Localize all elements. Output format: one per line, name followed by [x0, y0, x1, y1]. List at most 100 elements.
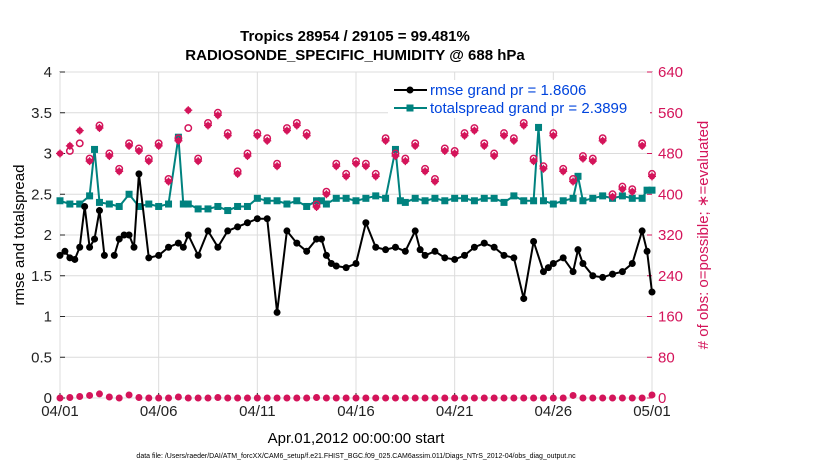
spread-point [145, 200, 153, 208]
zero-row-marker [125, 391, 133, 399]
spread-point [411, 194, 419, 202]
spread-point [322, 200, 330, 208]
rmse-point [145, 254, 153, 262]
spread-point [115, 202, 123, 210]
y-tick-label-right: 160 [658, 309, 683, 326]
zero-row-marker [115, 394, 123, 402]
rmse-point [100, 251, 108, 259]
rmse-point [574, 246, 582, 254]
zero-row-marker [165, 394, 173, 402]
rmse-point [155, 251, 163, 259]
spread-point [549, 200, 557, 208]
spread-point [372, 192, 380, 200]
zero-row-marker [293, 394, 301, 402]
rmse-point [110, 251, 118, 259]
zero-row-marker [638, 394, 646, 402]
rmse-point [628, 260, 636, 268]
rmse-point [317, 235, 325, 243]
zero-row-marker [441, 394, 449, 402]
spread-point [391, 145, 399, 153]
zero-row-marker [322, 394, 330, 402]
spread-point [362, 194, 370, 202]
rmse-point [362, 219, 370, 227]
spread-point [500, 198, 508, 206]
spread-point [204, 205, 212, 213]
spread-point [66, 200, 74, 208]
rmse-point [283, 227, 291, 235]
y-axis-label-right: # of obs: o=possible; ∗=evaluated [695, 121, 712, 350]
x-tick-label: 04/16 [337, 403, 375, 420]
rmse-point [579, 260, 587, 268]
spread-point [643, 186, 651, 194]
spread-point [135, 202, 143, 210]
zero-row-marker [273, 394, 281, 402]
spread-point [421, 197, 429, 205]
rmse-point [372, 243, 380, 251]
y-tick-label-right: 240 [658, 268, 683, 285]
rmse-point [490, 243, 498, 251]
zero-row-marker [589, 394, 597, 402]
zero-row-marker [362, 394, 370, 402]
rmse-point [332, 262, 340, 270]
spread-point [179, 200, 187, 208]
zero-row-marker [194, 394, 202, 402]
spread-point [441, 197, 449, 205]
y-tick-label-right: 0 [658, 390, 666, 407]
rmse-point [179, 243, 187, 251]
rmse-point [313, 235, 321, 243]
rmse-point [204, 227, 212, 235]
chart-subtitle: RADIOSONDE_SPECIFIC_HUMIDITY @ 688 hPa [185, 47, 525, 64]
rmse-point [86, 243, 94, 251]
spread-point [317, 197, 325, 205]
y-tick-label-left: 4 [44, 64, 52, 81]
possible-marker [184, 124, 193, 132]
zero-row-marker [313, 393, 321, 401]
zero-row-marker [411, 394, 419, 402]
zero-row-marker [421, 394, 429, 402]
spread-point [401, 198, 409, 206]
rmse-point [539, 268, 547, 276]
zero-row-marker [549, 394, 557, 402]
zero-row-marker [86, 391, 94, 399]
rmse-point [322, 251, 330, 259]
rmse-point [618, 268, 626, 276]
zero-row-marker [263, 394, 271, 402]
spread-point [105, 200, 113, 208]
y-tick-label-right: 640 [658, 64, 683, 81]
zero-row-marker [382, 394, 390, 402]
spread-point [86, 192, 94, 200]
zero-row-marker [628, 394, 636, 402]
legend-rmse-marker [406, 86, 414, 94]
rmse-point [451, 255, 459, 263]
rmse-point [352, 260, 360, 268]
rmse-point [95, 207, 103, 215]
rmse-point [81, 202, 89, 210]
zero-row-marker [579, 394, 587, 402]
zero-row-marker [234, 394, 242, 402]
spread-point [293, 197, 301, 205]
zero-row-marker [372, 394, 380, 402]
spread-point [618, 192, 626, 200]
legend-spread-marker [406, 104, 414, 112]
rmse-point [431, 247, 439, 255]
spread-point [76, 200, 84, 208]
spread-point [224, 207, 232, 215]
zero-row-marker [510, 394, 518, 402]
zero-row-marker [214, 393, 222, 401]
spread-point [451, 194, 459, 202]
spread-point [243, 202, 251, 210]
zero-row-marker [204, 394, 212, 402]
spread-point [490, 194, 498, 202]
zero-row-marker [76, 392, 84, 400]
possible-marker [75, 139, 84, 148]
rmse-point [303, 247, 311, 255]
zero-row-marker [342, 394, 350, 402]
y-tick-label-right: 480 [658, 146, 683, 163]
y-tick-label-left: 1.5 [31, 268, 52, 285]
zero-row-marker [243, 394, 251, 402]
rmse-point [559, 254, 567, 262]
rmse-point [421, 251, 429, 259]
spread-point [91, 145, 99, 153]
rmse-point [401, 247, 409, 255]
spread-point [382, 194, 390, 202]
